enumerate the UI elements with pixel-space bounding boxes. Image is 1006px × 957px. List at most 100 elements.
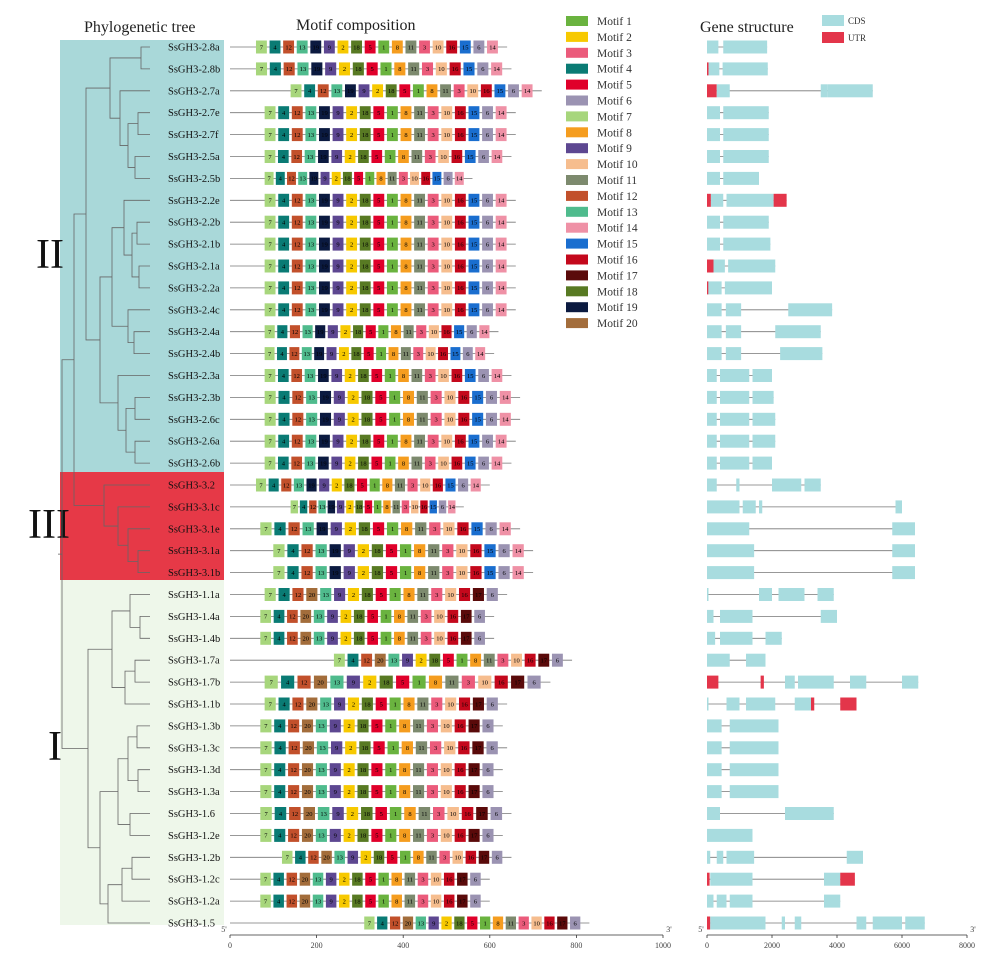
motif-2-box — [346, 303, 358, 317]
motif-14-label: 14 — [498, 241, 505, 248]
motif-12-box — [288, 763, 300, 777]
motif-7-label: 7 — [268, 351, 272, 358]
motif-18-label: 18 — [360, 373, 367, 380]
motif-6-box — [486, 741, 498, 755]
motif-15-label: 15 — [462, 44, 469, 51]
motif-6-label: 6 — [486, 132, 490, 139]
motif-6-box — [486, 697, 498, 711]
legend-swatch — [566, 79, 588, 90]
motif-13-label: 13 — [308, 220, 315, 227]
motif-4-label: 4 — [272, 482, 276, 489]
motif-15-box — [472, 412, 484, 426]
motif-12-label: 12 — [290, 767, 297, 774]
cds-segment — [707, 215, 720, 229]
motif-1-label: 1 — [389, 789, 392, 796]
motif-14-box — [495, 215, 507, 229]
motif-12-box — [292, 390, 304, 404]
motif-9-box — [358, 84, 370, 98]
motif-3-label: 3 — [432, 132, 435, 139]
motif-2-box — [415, 653, 427, 667]
motif-6-box — [491, 850, 503, 864]
motif-10-box — [438, 369, 449, 382]
motif-8-label: 8 — [496, 920, 499, 927]
motif-15-box — [464, 369, 476, 382]
motif-7-label: 7 — [268, 110, 272, 117]
motif-4-label: 4 — [291, 570, 295, 577]
motif-2-box — [331, 171, 341, 185]
motif-11-label: 11 — [414, 373, 420, 380]
motif-1-label: 1 — [389, 833, 392, 840]
motif-12-box — [288, 785, 300, 799]
motif-11-label: 11 — [403, 351, 409, 358]
motif-18-box — [359, 259, 371, 273]
motif-1-box — [369, 478, 380, 492]
motif-16-box — [447, 609, 459, 623]
motif-1-label: 1 — [404, 548, 407, 555]
motif-2-box — [347, 588, 360, 601]
motif-5-box — [385, 544, 398, 558]
motif-20-box — [302, 741, 315, 755]
motif-10-label: 10 — [444, 307, 451, 314]
motif-9-box — [428, 916, 439, 930]
motif-13-box — [293, 478, 304, 492]
motif-15-box — [450, 347, 461, 361]
cds-label: CDS — [848, 16, 866, 26]
motif-10-box — [441, 237, 453, 251]
motif-8-label: 8 — [402, 373, 405, 380]
motif-18-label: 18 — [353, 351, 360, 358]
motif-18-label: 18 — [364, 417, 371, 424]
motif-6-label: 6 — [470, 329, 474, 336]
motif-13-box — [305, 106, 317, 120]
motif-20-box — [299, 894, 311, 908]
motif-10-label: 10 — [444, 220, 451, 227]
motif-12-box — [291, 215, 303, 229]
motif-4-label: 4 — [291, 548, 295, 555]
motif-5-label: 5 — [377, 198, 380, 205]
motif-13-label: 13 — [316, 614, 323, 621]
motif-17-box — [468, 763, 480, 777]
utr-segment — [707, 62, 709, 76]
motif-15-label: 15 — [467, 154, 474, 161]
motif-18-box — [361, 588, 373, 601]
motif-11-box — [387, 171, 397, 185]
motif-16-box — [465, 850, 477, 864]
utr-segment — [840, 872, 855, 886]
motif-16-label: 16 — [443, 329, 450, 336]
motif-3-box — [427, 193, 439, 207]
motif-1-label: 1 — [404, 570, 407, 577]
motif-2-label: 2 — [348, 789, 351, 796]
motif-18-box — [359, 128, 371, 142]
motif-1-box — [385, 785, 397, 799]
motif-17-box — [468, 828, 480, 842]
motif-9-label: 9 — [330, 877, 333, 884]
motif-9-label: 9 — [362, 88, 365, 95]
motif-9-label: 9 — [335, 373, 338, 380]
motif-9-label: 9 — [351, 855, 354, 862]
motif-4-box — [278, 390, 290, 404]
motif-2-box — [363, 675, 377, 689]
motif-18-label: 18 — [354, 877, 361, 884]
motif-18-label: 18 — [432, 658, 439, 665]
motif-7-box — [290, 84, 302, 98]
motif-7-label: 7 — [268, 439, 272, 446]
motif-2-label: 2 — [342, 351, 345, 358]
motif-17-label: 17 — [481, 855, 488, 862]
motif-6-box — [474, 609, 485, 623]
motif-4-label: 4 — [282, 285, 286, 292]
motif-8-label: 8 — [418, 570, 421, 577]
utr-segment — [811, 697, 815, 711]
motif-5-label: 5 — [360, 482, 363, 489]
motif-4-box — [273, 631, 285, 645]
motif-19-box — [319, 215, 330, 229]
motif-14-label: 14 — [498, 110, 505, 117]
motif-2-box — [347, 412, 359, 426]
motif-4-label: 4 — [277, 636, 281, 643]
motif-13-box — [305, 303, 317, 317]
legend-label: Motif 1 — [597, 16, 632, 28]
motif-6-box — [485, 412, 498, 426]
motif-11-box — [445, 675, 459, 689]
motif-15-label: 15 — [466, 66, 473, 73]
motif-16-label: 16 — [473, 570, 480, 577]
motif-13-box — [316, 741, 329, 755]
motif-9-box — [323, 40, 335, 54]
